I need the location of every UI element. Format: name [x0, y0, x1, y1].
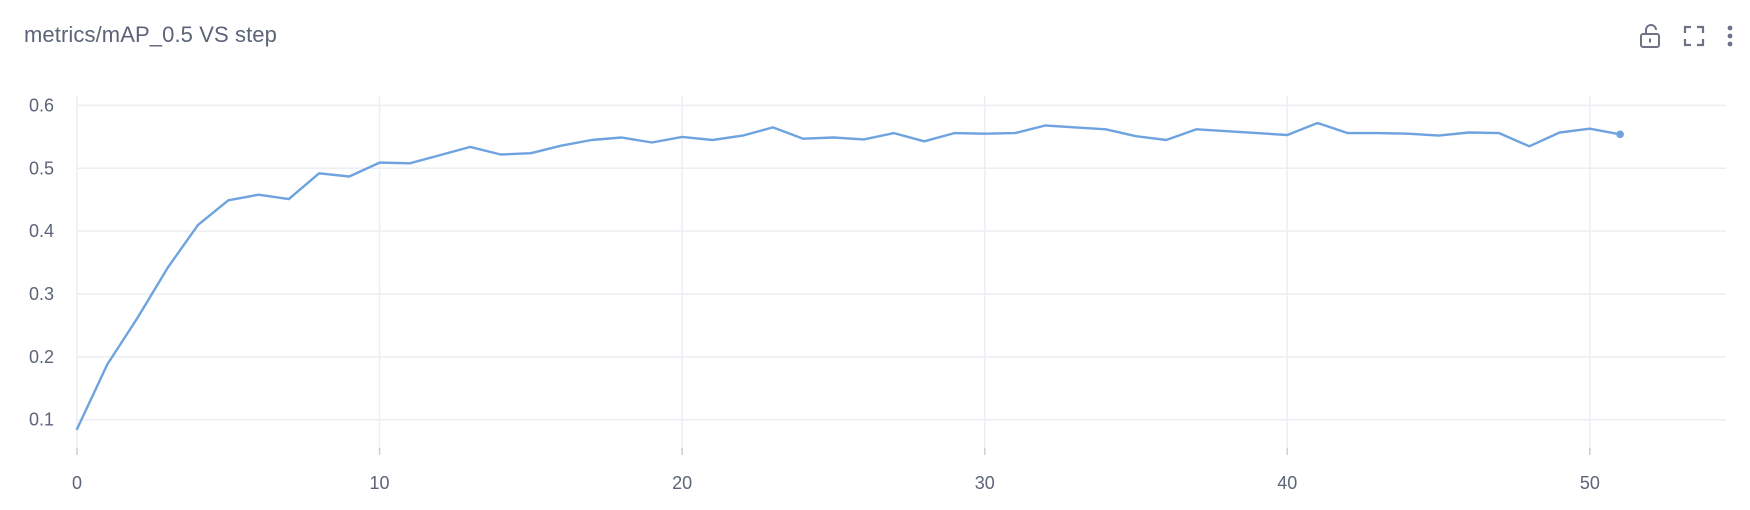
fullscreen-icon[interactable] — [1680, 22, 1708, 50]
y-tick-label: 0.2 — [29, 347, 54, 367]
grid-layer — [76, 96, 1726, 455]
y-tick-label: 0.6 — [29, 95, 54, 115]
x-tick-label: 0 — [72, 473, 82, 493]
tick-labels: 0.1 0.2 0.3 0.4 0.5 0.6 0 10 20 30 40 50 — [29, 95, 1600, 493]
more-vert-icon[interactable] — [1724, 22, 1736, 50]
chart-toolbar — [1636, 22, 1736, 50]
y-tick-label: 0.3 — [29, 284, 54, 304]
series-last-point — [1616, 130, 1624, 139]
x-tick-label: 30 — [975, 473, 995, 493]
x-tick-label: 10 — [370, 473, 390, 493]
lock-open-icon[interactable] — [1636, 22, 1664, 50]
y-tick-label: 0.4 — [29, 221, 54, 241]
y-tick-label: 0.1 — [29, 410, 54, 430]
x-tick-label: 40 — [1277, 473, 1297, 493]
series-line — [75, 121, 1622, 431]
chart-title: metrics/mAP_0.5 VS step — [24, 22, 277, 47]
series-layer — [75, 121, 1624, 431]
y-tick-label: 0.5 — [29, 158, 54, 178]
x-tick-label: 50 — [1580, 473, 1600, 493]
x-tick-label: 20 — [672, 473, 692, 493]
